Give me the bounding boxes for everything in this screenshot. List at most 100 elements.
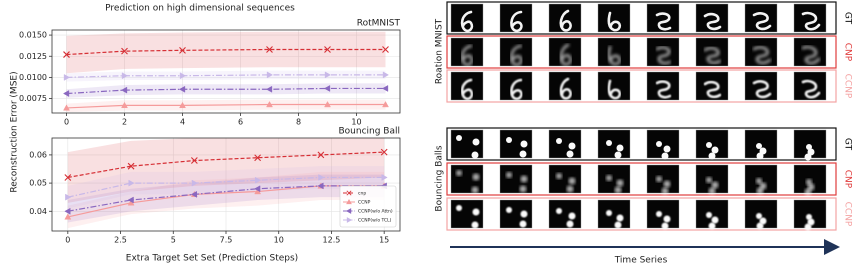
digit [655, 80, 672, 99]
point [317, 151, 325, 159]
ball [656, 176, 662, 182]
x-tick-label: 4 [180, 118, 185, 127]
x-tick-label: 15 [379, 236, 389, 245]
point [254, 176, 262, 184]
ball [456, 135, 462, 141]
y-tick-label: 0.04 [29, 207, 47, 216]
group-label: Roation MNIST [435, 18, 445, 84]
ball [806, 214, 812, 220]
plot-area [62, 31, 390, 113]
ball [506, 137, 512, 143]
figure-title: Prediction on high dimensional sequences [105, 4, 295, 14]
image-tile [793, 71, 827, 101]
image-tile [793, 3, 827, 33]
point [179, 46, 186, 54]
digit [703, 46, 722, 65]
chart-title: Bouncing Ball [338, 127, 400, 137]
ball [506, 207, 512, 213]
tile-bg [695, 199, 729, 229]
point [323, 85, 331, 92]
image-tile [450, 164, 484, 194]
tile-bg [499, 71, 533, 101]
row-label: GT [843, 12, 853, 25]
row-frame [446, 1, 837, 35]
image-tile [548, 164, 582, 194]
y-tick-label: 0.0100 [19, 73, 47, 82]
image-tile [597, 199, 631, 229]
image-tile [646, 71, 680, 101]
tile-bg [548, 37, 582, 67]
tile-bg [548, 71, 582, 101]
image-tile [499, 37, 533, 67]
tile-bg [548, 199, 582, 229]
chart-title: RotMNIST [357, 19, 401, 29]
tile-bg [744, 71, 778, 101]
point [317, 182, 324, 190]
point [62, 90, 70, 97]
ball [706, 177, 712, 183]
tile-bg [646, 3, 680, 33]
line [66, 74, 386, 79]
ball [606, 210, 612, 216]
ball [616, 214, 624, 222]
x-tick-label: 2 [122, 118, 127, 127]
digit [801, 79, 821, 99]
point [179, 72, 187, 80]
legend-marker [345, 208, 352, 214]
ball [706, 212, 712, 218]
point [65, 193, 72, 201]
image-tile [793, 129, 827, 161]
image-tile [646, 37, 680, 67]
row-label: CNP [843, 43, 853, 62]
digit [752, 80, 772, 99]
ball [614, 221, 622, 229]
tile-bg [450, 71, 484, 101]
y-tick-label: 0.0150 [19, 31, 47, 40]
image-tile [695, 164, 729, 195]
tile-bg [646, 37, 680, 67]
digit [510, 78, 523, 101]
tile-bg [597, 164, 631, 194]
error-band [66, 31, 386, 74]
image-tile [597, 164, 631, 194]
y-tick-label: 0.06 [29, 150, 47, 159]
point [266, 71, 274, 79]
image-tile [548, 71, 582, 101]
ball [456, 170, 462, 176]
ball [471, 221, 479, 229]
ball [661, 187, 669, 195]
tile-bg [597, 71, 631, 101]
ball [506, 172, 512, 178]
ball [519, 185, 527, 193]
tile-bg [499, 37, 533, 67]
tile-bg [597, 129, 631, 159]
ball [804, 153, 812, 161]
digit [510, 10, 523, 33]
digit [559, 9, 572, 32]
image-tile [450, 37, 484, 67]
y-tick-label: 0.05 [29, 179, 47, 188]
ball [616, 179, 624, 187]
ball [756, 143, 762, 149]
ball [663, 215, 671, 223]
digit [510, 44, 523, 67]
image-tile [744, 3, 778, 33]
image-tile [499, 71, 533, 101]
point [121, 101, 128, 109]
row-frame [446, 162, 837, 196]
image-tile [548, 129, 582, 159]
image-tile [744, 129, 778, 160]
x-tick-label: 0 [64, 118, 69, 127]
image-tile [793, 164, 827, 196]
tile-bg [744, 37, 778, 67]
x-tick-label: 7.5 [220, 236, 233, 245]
image-tile [499, 3, 533, 33]
image-tile [695, 3, 729, 33]
tile-bg [695, 71, 729, 101]
point [382, 71, 390, 79]
ball [756, 213, 762, 219]
ball [708, 222, 716, 230]
x-tick-label: 8 [296, 118, 301, 127]
ball [708, 152, 716, 160]
point [64, 174, 72, 181]
